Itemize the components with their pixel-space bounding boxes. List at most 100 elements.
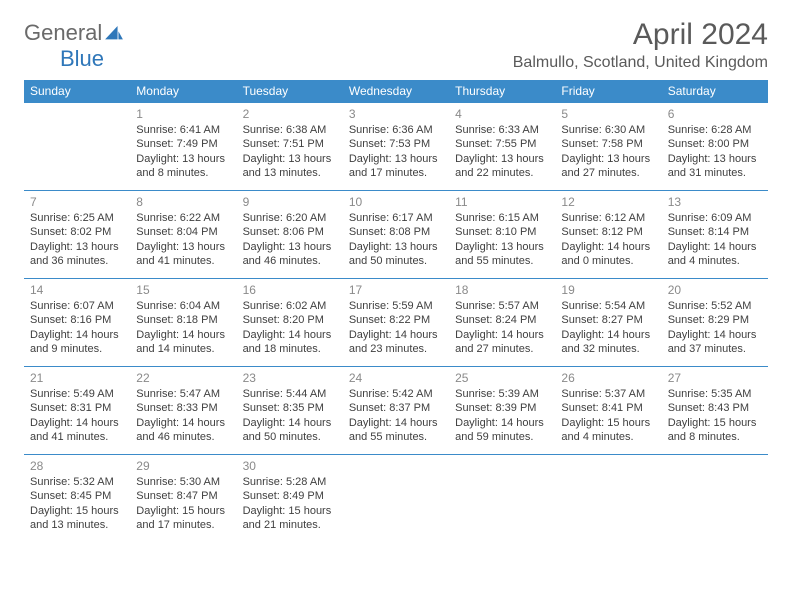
fact-sr: Sunrise: 6:36 AM	[349, 123, 443, 137]
day-facts: Sunrise: 6:02 AMSunset: 8:20 PMDaylight:…	[243, 299, 337, 356]
day-facts: Sunrise: 6:12 AMSunset: 8:12 PMDaylight:…	[561, 211, 655, 268]
month-title: April 2024	[513, 18, 768, 52]
day-cell: 16Sunrise: 6:02 AMSunset: 8:20 PMDayligh…	[237, 279, 343, 367]
fact-d2: and 13 minutes.	[30, 518, 124, 532]
fact-sr: Sunrise: 6:15 AM	[455, 211, 549, 225]
fact-d2: and 17 minutes.	[349, 166, 443, 180]
fact-ss: Sunset: 8:04 PM	[136, 225, 230, 239]
day-header-row: Sunday Monday Tuesday Wednesday Thursday…	[24, 80, 768, 103]
fact-d1: Daylight: 13 hours	[455, 152, 549, 166]
day-cell: 2Sunrise: 6:38 AMSunset: 7:51 PMDaylight…	[237, 103, 343, 191]
fact-ss: Sunset: 8:43 PM	[668, 401, 762, 415]
fact-sr: Sunrise: 6:02 AM	[243, 299, 337, 313]
dayname-wed: Wednesday	[343, 80, 449, 103]
fact-ss: Sunset: 8:29 PM	[668, 313, 762, 327]
fact-d2: and 31 minutes.	[668, 166, 762, 180]
dayname-sun: Sunday	[24, 80, 130, 103]
day-cell: 18Sunrise: 5:57 AMSunset: 8:24 PMDayligh…	[449, 279, 555, 367]
fact-ss: Sunset: 7:49 PM	[136, 137, 230, 151]
fact-ss: Sunset: 8:00 PM	[668, 137, 762, 151]
fact-sr: Sunrise: 5:59 AM	[349, 299, 443, 313]
fact-d2: and 41 minutes.	[136, 254, 230, 268]
fact-d1: Daylight: 14 hours	[136, 416, 230, 430]
fact-d1: Daylight: 13 hours	[668, 152, 762, 166]
fact-d1: Daylight: 13 hours	[349, 152, 443, 166]
logo-sail-icon	[104, 26, 124, 42]
fact-sr: Sunrise: 5:32 AM	[30, 475, 124, 489]
day-facts: Sunrise: 5:32 AMSunset: 8:45 PMDaylight:…	[30, 475, 124, 532]
fact-d1: Daylight: 13 hours	[136, 240, 230, 254]
fact-d2: and 37 minutes.	[668, 342, 762, 356]
fact-sr: Sunrise: 5:44 AM	[243, 387, 337, 401]
fact-d2: and 0 minutes.	[561, 254, 655, 268]
fact-ss: Sunset: 8:08 PM	[349, 225, 443, 239]
day-facts: Sunrise: 5:49 AMSunset: 8:31 PMDaylight:…	[30, 387, 124, 444]
day-number: 16	[243, 281, 337, 299]
fact-d2: and 59 minutes.	[455, 430, 549, 444]
fact-d1: Daylight: 15 hours	[668, 416, 762, 430]
fact-d2: and 27 minutes.	[455, 342, 549, 356]
fact-sr: Sunrise: 5:39 AM	[455, 387, 549, 401]
day-cell: 28Sunrise: 5:32 AMSunset: 8:45 PMDayligh…	[24, 455, 130, 543]
day-number: 5	[561, 105, 655, 123]
fact-ss: Sunset: 8:45 PM	[30, 489, 124, 503]
fact-d2: and 21 minutes.	[243, 518, 337, 532]
fact-d1: Daylight: 14 hours	[30, 328, 124, 342]
fact-d1: Daylight: 14 hours	[349, 328, 443, 342]
day-facts: Sunrise: 6:15 AMSunset: 8:10 PMDaylight:…	[455, 211, 549, 268]
fact-sr: Sunrise: 6:09 AM	[668, 211, 762, 225]
day-cell: 10Sunrise: 6:17 AMSunset: 8:08 PMDayligh…	[343, 191, 449, 279]
calendar-body: 1Sunrise: 6:41 AMSunset: 7:49 PMDaylight…	[24, 103, 768, 543]
fact-d1: Daylight: 13 hours	[349, 240, 443, 254]
fact-d1: Daylight: 13 hours	[136, 152, 230, 166]
day-cell: 25Sunrise: 5:39 AMSunset: 8:39 PMDayligh…	[449, 367, 555, 455]
fact-sr: Sunrise: 5:54 AM	[561, 299, 655, 313]
day-cell: 30Sunrise: 5:28 AMSunset: 8:49 PMDayligh…	[237, 455, 343, 543]
fact-ss: Sunset: 8:10 PM	[455, 225, 549, 239]
fact-sr: Sunrise: 6:41 AM	[136, 123, 230, 137]
day-cell	[343, 455, 449, 543]
fact-d1: Daylight: 15 hours	[30, 504, 124, 518]
fact-ss: Sunset: 8:20 PM	[243, 313, 337, 327]
day-cell	[449, 455, 555, 543]
day-cell	[555, 455, 661, 543]
fact-d2: and 14 minutes.	[136, 342, 230, 356]
day-number: 2	[243, 105, 337, 123]
fact-d1: Daylight: 14 hours	[668, 328, 762, 342]
fact-d2: and 55 minutes.	[349, 430, 443, 444]
fact-sr: Sunrise: 5:57 AM	[455, 299, 549, 313]
day-facts: Sunrise: 5:44 AMSunset: 8:35 PMDaylight:…	[243, 387, 337, 444]
day-number: 24	[349, 369, 443, 387]
day-facts: Sunrise: 6:30 AMSunset: 7:58 PMDaylight:…	[561, 123, 655, 180]
fact-sr: Sunrise: 6:33 AM	[455, 123, 549, 137]
header: GeneralBlue April 2024 Balmullo, Scotlan…	[24, 18, 768, 72]
week-row: 21Sunrise: 5:49 AMSunset: 8:31 PMDayligh…	[24, 367, 768, 455]
day-number: 10	[349, 193, 443, 211]
fact-ss: Sunset: 7:58 PM	[561, 137, 655, 151]
day-facts: Sunrise: 6:04 AMSunset: 8:18 PMDaylight:…	[136, 299, 230, 356]
day-facts: Sunrise: 5:57 AMSunset: 8:24 PMDaylight:…	[455, 299, 549, 356]
fact-sr: Sunrise: 6:12 AM	[561, 211, 655, 225]
day-facts: Sunrise: 5:37 AMSunset: 8:41 PMDaylight:…	[561, 387, 655, 444]
day-number: 23	[243, 369, 337, 387]
day-cell	[662, 455, 768, 543]
day-number: 15	[136, 281, 230, 299]
day-cell: 19Sunrise: 5:54 AMSunset: 8:27 PMDayligh…	[555, 279, 661, 367]
day-number: 3	[349, 105, 443, 123]
day-number: 12	[561, 193, 655, 211]
day-number: 4	[455, 105, 549, 123]
fact-d2: and 13 minutes.	[243, 166, 337, 180]
fact-d2: and 4 minutes.	[561, 430, 655, 444]
fact-sr: Sunrise: 5:35 AM	[668, 387, 762, 401]
fact-sr: Sunrise: 5:49 AM	[30, 387, 124, 401]
logo: GeneralBlue	[24, 18, 126, 72]
day-cell: 12Sunrise: 6:12 AMSunset: 8:12 PMDayligh…	[555, 191, 661, 279]
fact-d2: and 27 minutes.	[561, 166, 655, 180]
title-block: April 2024 Balmullo, Scotland, United Ki…	[513, 18, 768, 72]
week-row: 28Sunrise: 5:32 AMSunset: 8:45 PMDayligh…	[24, 455, 768, 543]
day-facts: Sunrise: 5:39 AMSunset: 8:39 PMDaylight:…	[455, 387, 549, 444]
fact-sr: Sunrise: 5:47 AM	[136, 387, 230, 401]
day-cell: 23Sunrise: 5:44 AMSunset: 8:35 PMDayligh…	[237, 367, 343, 455]
day-cell: 8Sunrise: 6:22 AMSunset: 8:04 PMDaylight…	[130, 191, 236, 279]
logo-text-blue: Blue	[60, 46, 104, 71]
